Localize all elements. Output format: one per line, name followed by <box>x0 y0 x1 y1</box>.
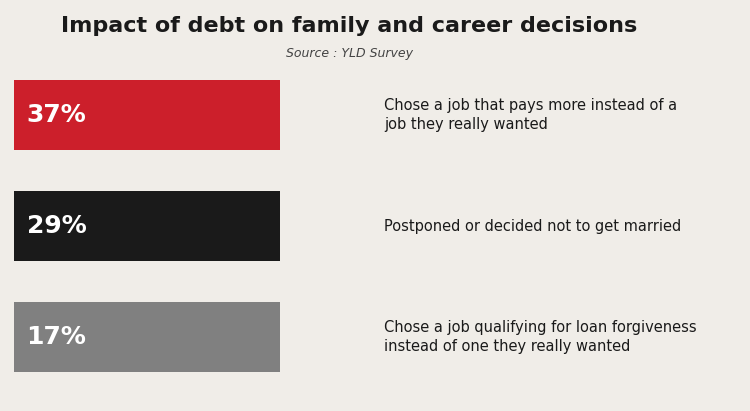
FancyBboxPatch shape <box>14 80 280 150</box>
Text: Impact of debt on family and career decisions: Impact of debt on family and career deci… <box>62 16 638 37</box>
Text: 17%: 17% <box>26 325 86 349</box>
Text: Postponed or decided not to get married: Postponed or decided not to get married <box>385 219 682 233</box>
FancyBboxPatch shape <box>14 302 280 372</box>
FancyBboxPatch shape <box>14 191 280 261</box>
Text: 29%: 29% <box>26 214 86 238</box>
Text: Chose a job qualifying for loan forgiveness
instead of one they really wanted: Chose a job qualifying for loan forgiven… <box>385 320 697 354</box>
Text: Chose a job that pays more instead of a
job they really wanted: Chose a job that pays more instead of a … <box>385 98 677 132</box>
Text: Source : YLD Survey: Source : YLD Survey <box>286 47 413 60</box>
Text: 37%: 37% <box>26 103 86 127</box>
